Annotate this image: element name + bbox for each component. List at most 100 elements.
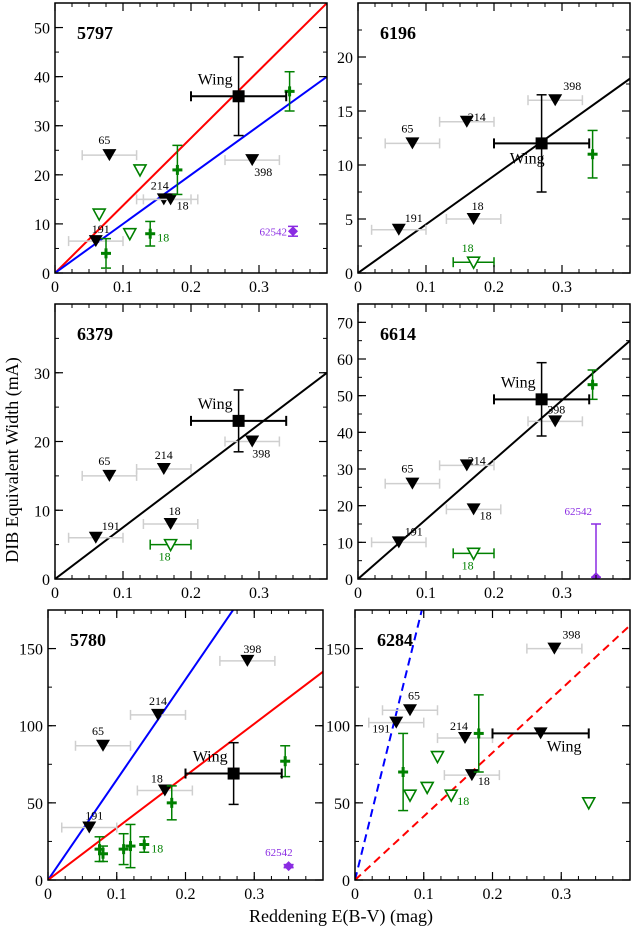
x-tick-label: 0 — [51, 585, 59, 602]
point-label: 62542 — [265, 847, 293, 859]
triangle-marker — [240, 654, 255, 667]
y-tick-label: 10 — [337, 158, 353, 175]
y-tick-label: 50 — [27, 796, 43, 813]
plot-area — [358, 77, 630, 273]
open-triangle-marker — [466, 547, 481, 562]
open-triangle-marker — [466, 256, 481, 270]
point-label: 65 — [98, 133, 110, 147]
fit-line — [355, 610, 423, 880]
square-marker — [227, 767, 240, 780]
y-tick-label: 60 — [337, 352, 353, 369]
triangle-marker — [102, 149, 117, 162]
point-label: 398 — [563, 79, 581, 93]
point-label: Wing — [198, 71, 233, 88]
y-tick-label: 5 — [345, 212, 353, 229]
diamond-marker — [288, 226, 298, 237]
triangle-marker — [466, 213, 481, 225]
point-label: 398 — [243, 642, 261, 656]
point-label: 18 — [151, 772, 163, 786]
chart-panel-5780: 65 214 398 191 18 18 62542 Wing 0 0.1 0.2 0.3 0 50 100… — [19, 609, 324, 903]
triangle-marker — [96, 739, 110, 752]
plot-area — [48, 610, 323, 880]
chart-panel-6614: 65 214 398 191 18 18 62542 Wing 0 0.1 0.2 0.3 0 10 20 3… — [337, 303, 631, 602]
point-label: 214 — [155, 448, 173, 462]
triangle-marker — [245, 435, 260, 448]
open-triangle-marker — [419, 781, 435, 796]
x-tick-label: 0.1 — [416, 279, 436, 296]
x-tick-label: 0.1 — [113, 585, 133, 602]
point-label: Wing — [510, 150, 545, 167]
panel-title: 6284 — [377, 630, 413, 650]
triangle-marker — [405, 477, 420, 490]
y-tick-label: 40 — [337, 425, 353, 442]
triangle-marker — [102, 469, 117, 482]
triangle-marker — [458, 732, 472, 745]
triangle-marker — [403, 704, 417, 717]
x-tick-label: 0.1 — [414, 886, 434, 903]
plot-frame — [354, 609, 631, 881]
triangle-marker — [245, 154, 260, 167]
triangle-marker — [82, 821, 97, 834]
point-label: Wing — [547, 738, 582, 755]
point-label: 214 — [149, 694, 167, 708]
triangle-marker — [151, 708, 165, 721]
y-tick-label: 50 — [337, 389, 353, 406]
point-label: 18 — [462, 558, 474, 572]
square-marker — [232, 90, 245, 103]
point-label: Wing — [193, 749, 228, 766]
point-label: 398 — [254, 165, 272, 179]
triangle-marker — [547, 642, 562, 655]
point-label: 191 — [372, 722, 390, 736]
y-tick-label: 20 — [34, 168, 50, 185]
point-label: 191 — [102, 519, 120, 533]
y-tick-label: 40 — [34, 70, 50, 87]
point-label: Wing — [501, 374, 536, 391]
chart-panel-6379: 65 214 398 191 18 18 Wing 0 0.1 0.2 0.3 0 10 20 30 6379 — [34, 303, 328, 602]
diamond-marker — [283, 861, 294, 872]
y-axis-label: DIB Equivalent Width (mA) — [2, 357, 23, 562]
panel-title: 5797 — [77, 23, 113, 43]
plot-area — [55, 371, 327, 579]
triangle-marker — [466, 503, 481, 516]
y-tick-label: 50 — [34, 21, 50, 38]
chart-panel-6196: 65 214 398 191 18 18 Wing 0 0.1 0.2 0.3 0 5 10 15 20 619… — [337, 2, 631, 296]
point-label: 65 — [408, 688, 420, 702]
y-tick-label: 100 — [326, 719, 350, 736]
triangle-marker — [157, 784, 172, 797]
y-tick-label: 20 — [34, 435, 50, 452]
open-triangle-marker — [122, 227, 138, 242]
x-tick-label: 0 — [354, 279, 362, 296]
x-tick-label: 0.2 — [484, 279, 504, 296]
x-tick-label: 0.3 — [249, 279, 269, 296]
open-triangle-marker — [402, 789, 418, 803]
point-label: 62542 — [260, 226, 288, 238]
point-label: 62542 — [565, 506, 593, 518]
x-tick-label: 0.3 — [244, 886, 264, 903]
open-triangle-marker — [163, 538, 178, 553]
point-label: 214 — [468, 110, 486, 124]
x-tick-label: 0.2 — [484, 585, 504, 602]
point-label: 18 — [151, 842, 163, 856]
y-tick-label: 0 — [342, 873, 350, 890]
plot-area — [55, 3, 327, 273]
y-tick-label: 0 — [42, 266, 50, 283]
fit-line — [355, 624, 630, 880]
chart-panel-5797: 65 214 18 191 398 18 62542 Wing 0 0.1 0.2 0.3 0 10 20 3… — [34, 2, 328, 296]
point-label: 191 — [405, 524, 423, 538]
point-label: 18 — [462, 241, 474, 255]
point-label: 191 — [85, 809, 103, 823]
point-label: 191 — [405, 211, 423, 225]
point-label: 18 — [159, 550, 171, 564]
y-tick-label: 70 — [337, 315, 353, 332]
open-triangle-marker — [581, 797, 597, 811]
y-tick-label: 10 — [34, 217, 50, 234]
point-label: 214 — [450, 719, 468, 733]
y-tick-label: 10 — [34, 503, 50, 520]
square-marker — [535, 393, 548, 406]
point-label: 398 — [252, 447, 270, 461]
point-label: 214 — [468, 453, 486, 467]
point-label: 18 — [478, 774, 490, 788]
plot-area — [355, 610, 630, 880]
y-tick-label: 0 — [35, 873, 43, 890]
